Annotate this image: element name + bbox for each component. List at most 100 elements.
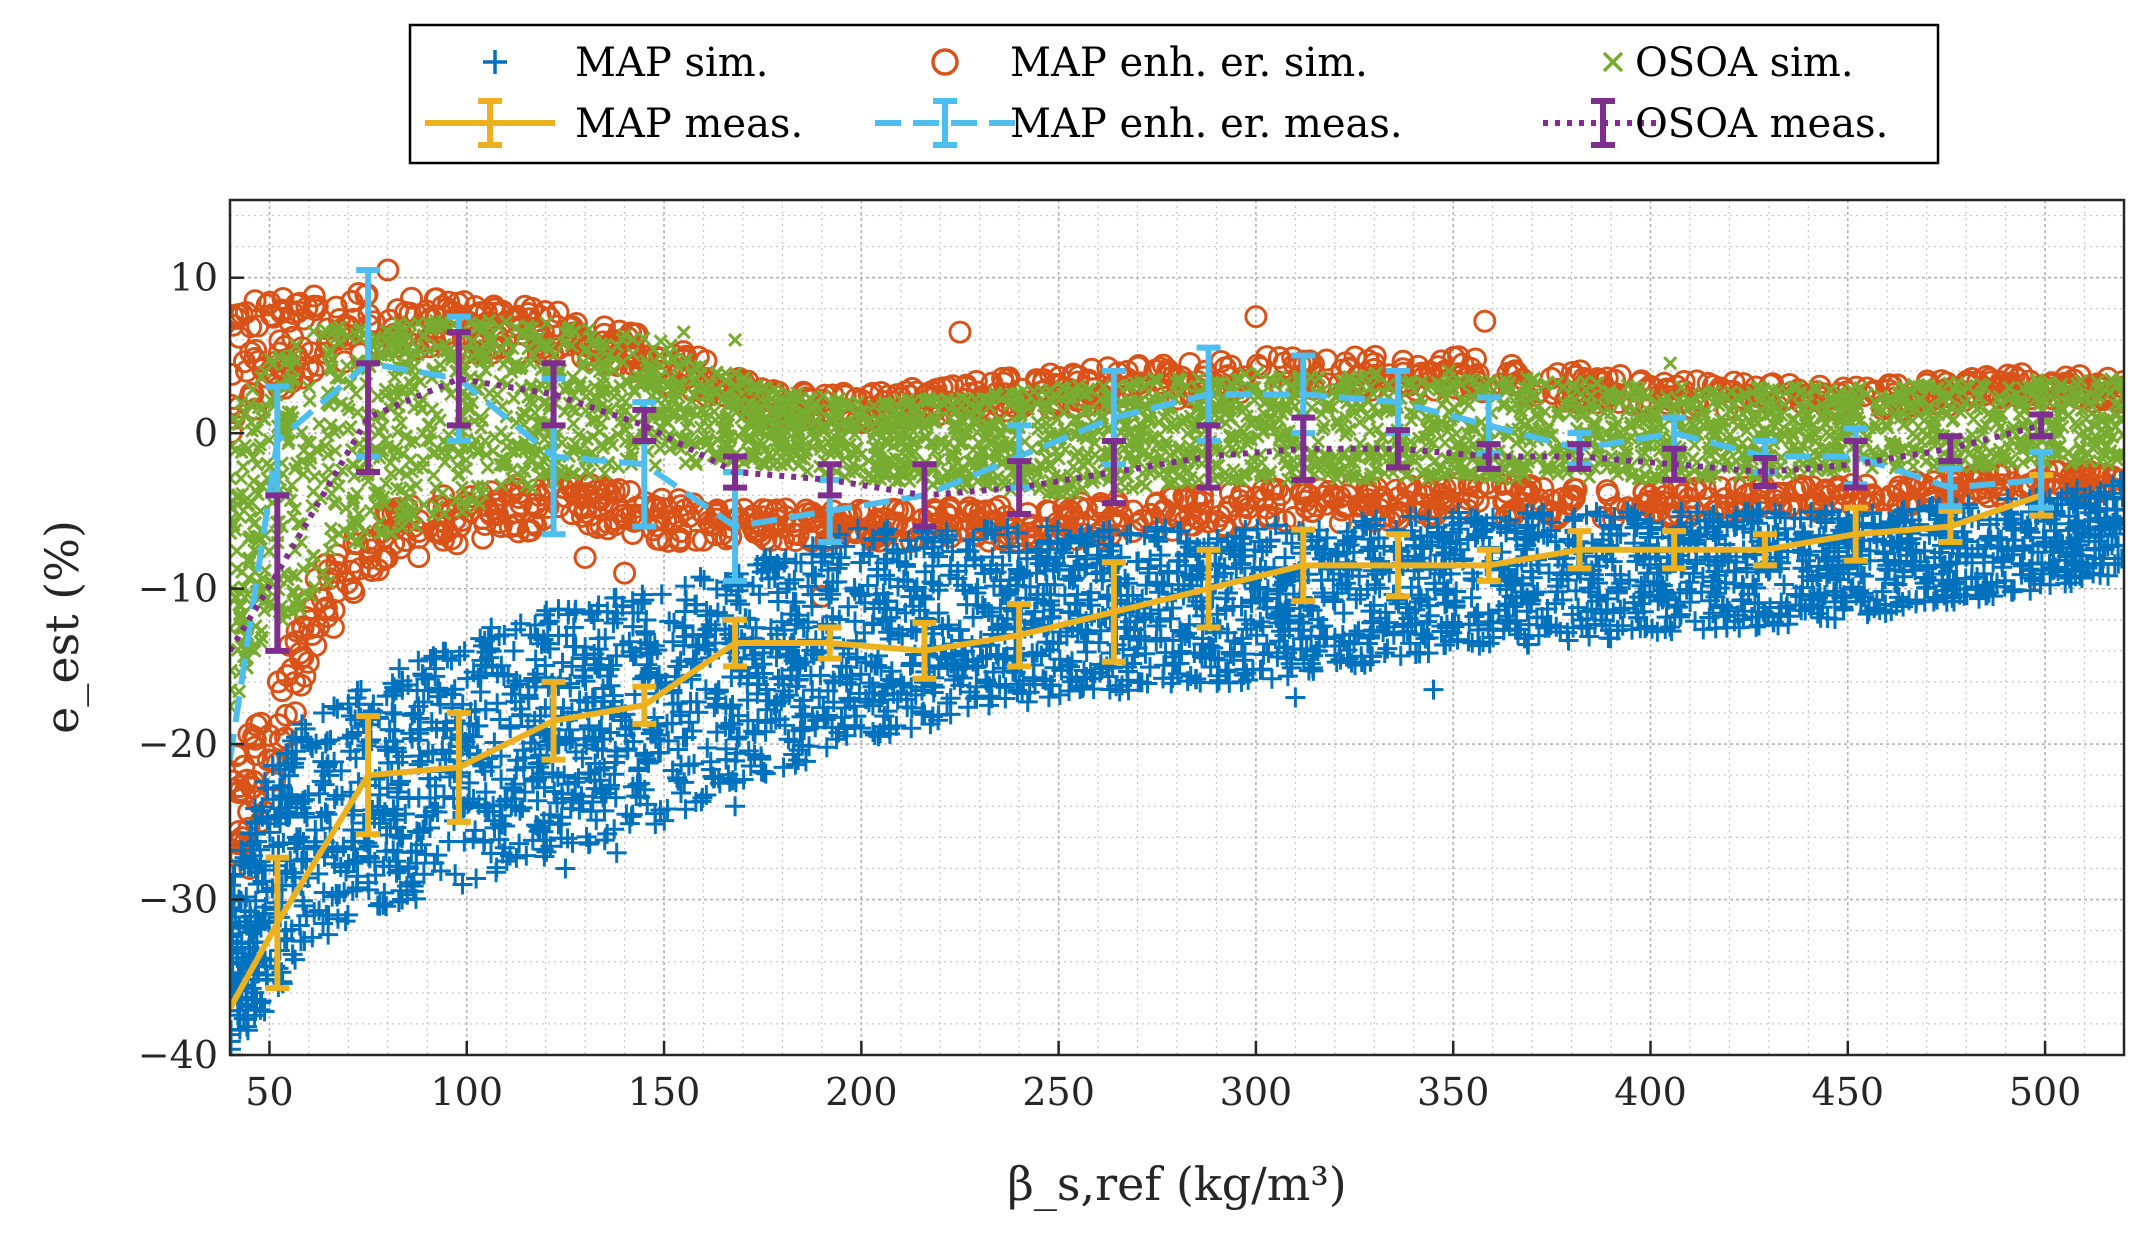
scatter-point: [1464, 347, 1488, 371]
scatter-point: [1456, 487, 1480, 511]
scatter-point: [230, 769, 245, 793]
scatter-point: [595, 441, 611, 456]
scatter-point: [1255, 496, 1279, 520]
scatter-point: [342, 580, 366, 604]
scatter-point: [772, 528, 796, 552]
scatter-point: [234, 301, 258, 325]
scatter-point: [1208, 504, 1232, 528]
scatter-point: [842, 518, 866, 542]
scatter-point: [573, 546, 597, 570]
scatter-point: [346, 532, 370, 556]
scatter-point: [1244, 305, 1268, 329]
scatter-point: [1905, 413, 1920, 428]
scatter-point: [399, 286, 423, 310]
scatter-point: [571, 427, 586, 442]
scatter-point: [1074, 497, 1098, 521]
scatter-point: [296, 650, 320, 674]
scatter-point: [576, 354, 591, 370]
scatter-point: [491, 299, 515, 323]
scatter-point: [1418, 360, 1442, 384]
scatter-point: [230, 313, 245, 337]
scatter-point: [1792, 475, 1816, 499]
scatter-point: [503, 500, 527, 524]
scatter-point: [1800, 475, 1824, 499]
scatter-point: [1304, 494, 1328, 518]
scatter-point: [1904, 469, 1928, 493]
scatter-point: [614, 506, 638, 530]
scatter-point: [488, 511, 512, 535]
scatter-point: [246, 314, 270, 338]
scatter-point: [547, 495, 571, 519]
scatter-point: [390, 424, 405, 439]
scatter-point: [359, 555, 383, 579]
scatter-point: [607, 389, 622, 404]
scatter-point: [443, 387, 459, 402]
scatter-point: [1250, 365, 1265, 380]
scatter-point: [294, 605, 318, 629]
scatter-point: [507, 486, 531, 510]
scatter-point: [313, 598, 337, 622]
scatter-point: [1871, 488, 1895, 512]
scatter-point: [1550, 408, 1566, 423]
scatter-point: [230, 841, 249, 865]
scatter-point: [1175, 485, 1199, 509]
scatter-point: [1130, 508, 1154, 532]
scatter-layer: [230, 258, 2124, 1055]
scatter-point: [1674, 380, 1689, 395]
scatter-point: [2015, 416, 2030, 431]
scatter-point: [1311, 434, 1326, 449]
scatter-point: [230, 543, 244, 559]
scatter-point: [1447, 345, 1471, 369]
scatter-point: [291, 616, 315, 640]
scatter-point: [340, 289, 364, 313]
scatter-point: [594, 482, 618, 506]
scatter-point: [288, 501, 303, 516]
scatter-point: [854, 500, 878, 524]
scatter-point: [1151, 500, 1175, 524]
scatter-point: [669, 520, 693, 544]
scatter-point: [302, 284, 326, 308]
scatter-point: [539, 316, 554, 331]
scatter-point: [1096, 379, 1111, 394]
scatter-point: [348, 386, 364, 401]
scatter-point: [577, 512, 601, 536]
scatter-point: [648, 458, 663, 473]
scatter-point: [1772, 481, 1796, 505]
scatter-point: [1158, 361, 1182, 385]
scatter-point: [358, 546, 382, 570]
scatter-point: [1596, 483, 1620, 507]
scatter-point: [255, 479, 270, 494]
scatter-point: [349, 486, 364, 501]
scatter-point: [372, 408, 387, 423]
scatter-point: [360, 538, 384, 562]
scatter-point: [230, 775, 251, 799]
scatter-point: [1089, 495, 1113, 519]
scatter-point: [230, 362, 244, 386]
scatter-point: [301, 359, 325, 383]
scatter-point: [752, 505, 776, 529]
scatter-point: [579, 503, 603, 527]
scatter-point: [1149, 372, 1164, 387]
scatter-point: [1922, 470, 1946, 494]
scatter-point: [488, 301, 512, 325]
scatter-point: [239, 315, 263, 339]
scatter-point: [1708, 475, 1732, 499]
scatter-point: [1568, 359, 1592, 383]
scatter-point: [243, 347, 267, 371]
scatter-point: [584, 479, 608, 503]
scatter-point: [1942, 480, 1966, 504]
scatter-point: [582, 467, 597, 482]
scatter-point: [1370, 485, 1394, 509]
scatter-point: [407, 545, 431, 569]
scatter-point: [1265, 477, 1289, 501]
scatter-point: [1164, 415, 1180, 431]
scatter-point: [324, 295, 348, 319]
scatter-point: [661, 508, 685, 532]
scatter-point: [1423, 495, 1447, 519]
scatter-point: [604, 508, 628, 532]
scatter-point: [232, 350, 256, 374]
scatter-point: [618, 479, 642, 503]
scatter-point: [1473, 309, 1497, 333]
scatter-point: [270, 301, 294, 325]
